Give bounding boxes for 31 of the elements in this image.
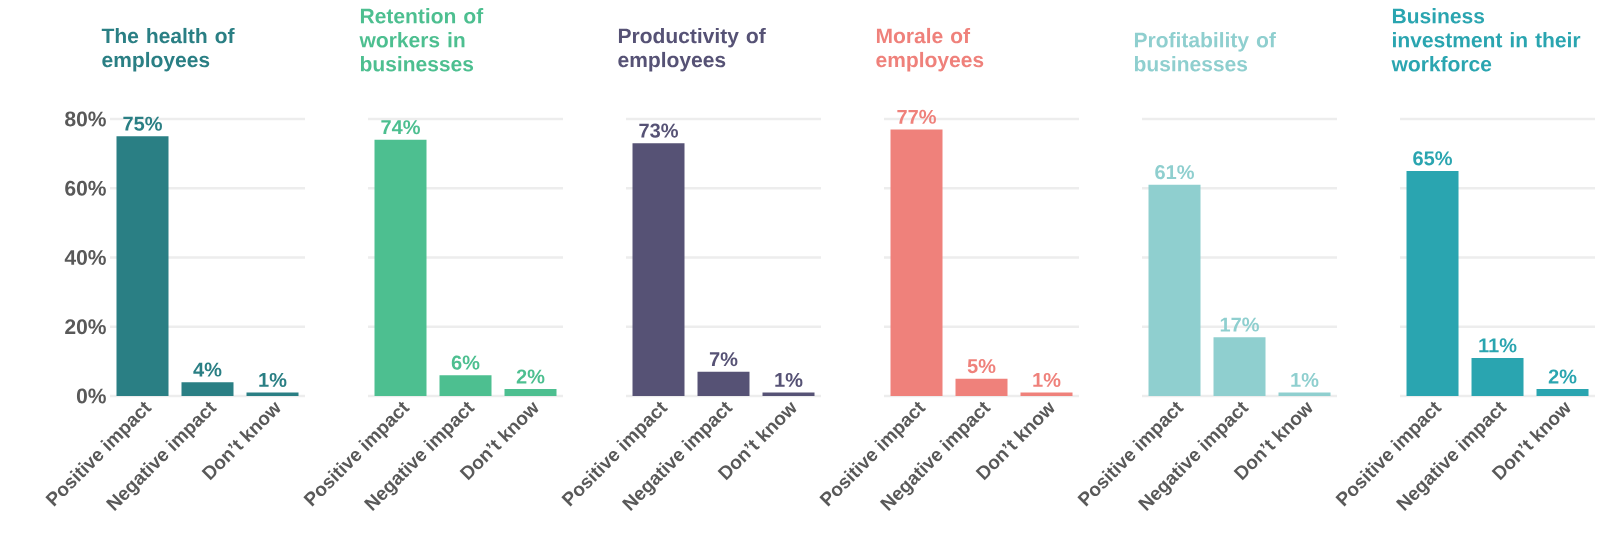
y-tick-label: 40%: [64, 250, 106, 265]
chart-title: Morale of employees: [876, 27, 984, 72]
bar: [116, 136, 169, 396]
y-tick-label: 20%: [65, 319, 106, 335]
bar: [181, 382, 234, 396]
data-label: 6%: [451, 355, 480, 370]
data-label: 2%: [516, 369, 545, 384]
data-label: 4%: [193, 362, 222, 377]
chart-title: Retention of workers in businesses: [359, 8, 484, 72]
data-label: 1%: [259, 372, 287, 388]
chart-title: Productivity of employees: [618, 27, 766, 72]
data-label: 73%: [639, 123, 678, 138]
data-label: 1%: [1033, 372, 1061, 388]
y-tick-label: 0%: [76, 388, 106, 404]
y-tick-label: 80%: [65, 111, 106, 127]
data-label: 65%: [1413, 151, 1452, 166]
data-label: 7%: [709, 352, 738, 367]
data-label: 2%: [1548, 369, 1577, 384]
chart-title: Profitability of businesses: [1134, 32, 1276, 72]
data-label: 61%: [1155, 165, 1194, 180]
data-label: 5%: [967, 359, 996, 374]
data-label: 1%: [1291, 372, 1319, 388]
data-label: 75%: [123, 116, 162, 131]
chart-title: The health of employees: [101, 27, 235, 72]
data-label: 1%: [775, 372, 803, 388]
data-label: 11%: [1479, 338, 1517, 353]
data-label: 74%: [381, 120, 420, 135]
data-label: 17%: [1220, 317, 1259, 332]
data-label: 77%: [897, 109, 936, 124]
y-tick-label: 60%: [65, 180, 106, 196]
chart-title: Business investment in their workforce: [1391, 8, 1581, 72]
